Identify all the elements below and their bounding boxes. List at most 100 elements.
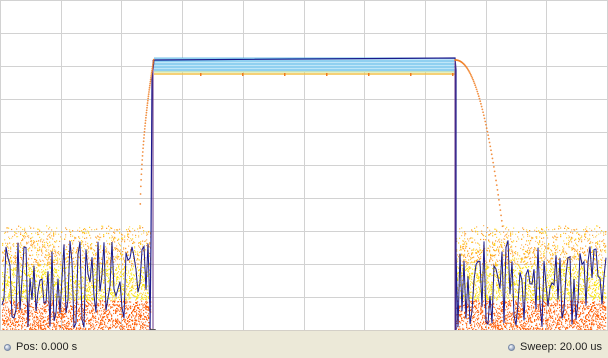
noise-dot [469, 278, 471, 280]
noise-dot [64, 244, 66, 246]
noise-dot [115, 323, 117, 325]
noise-dot [89, 320, 91, 322]
noise-dot [12, 270, 14, 272]
noise-dot [9, 242, 11, 244]
noise-dot [69, 310, 71, 312]
noise-dot [482, 318, 484, 320]
noise-dot [69, 295, 71, 297]
noise-dot [89, 319, 91, 321]
noise-dot [63, 316, 65, 318]
noise-dot [478, 280, 480, 282]
noise-dot [494, 267, 496, 269]
noise-dot [14, 318, 16, 320]
noise-dot [80, 313, 82, 315]
noise-dot [19, 316, 21, 318]
noise-dot [116, 269, 118, 271]
noise-dot [469, 247, 471, 249]
noise-dot [94, 328, 96, 330]
noise-dot [104, 323, 106, 326]
noise-dot [9, 277, 11, 279]
noise-dot [101, 322, 103, 324]
noise-dot [36, 311, 38, 313]
noise-dot [56, 240, 58, 242]
noise-dot [88, 328, 90, 330]
noise-dot [31, 237, 33, 239]
noise-dot [38, 228, 40, 230]
noise-dot [31, 241, 33, 243]
noise-dot [491, 264, 493, 266]
noise-dot [96, 270, 98, 272]
noise-dot [19, 311, 21, 313]
noise-dot [28, 268, 30, 270]
noise-dot [463, 301, 465, 303]
noise-dot [104, 286, 106, 288]
noise-dot [52, 290, 54, 292]
noise-dot [57, 296, 59, 298]
noise-dot [457, 260, 459, 263]
noise-dot [44, 327, 46, 329]
noise-dot [16, 228, 18, 230]
noise-dot [470, 309, 472, 312]
waveform-plot[interactable] [0, 0, 608, 330]
noise-dot [459, 249, 461, 251]
noise-dot [104, 296, 106, 298]
noise-dot [132, 323, 134, 325]
noise-dot [476, 252, 478, 254]
noise-dot [473, 249, 475, 251]
noise-dot [469, 238, 471, 240]
noise-dot [85, 321, 87, 323]
noise-dot [101, 228, 103, 230]
noise-dot [479, 276, 481, 278]
noise-dot [23, 235, 25, 237]
noise-dot [142, 285, 144, 287]
noise-dot [57, 312, 59, 314]
noise-dot [115, 310, 117, 312]
noise-dot [110, 326, 112, 329]
noise-dot [123, 327, 125, 329]
noise-dot [98, 305, 100, 307]
noise-dot [136, 268, 138, 270]
noise-dot [483, 300, 485, 302]
noise-dot [18, 311, 20, 313]
noise-dot [74, 314, 76, 316]
noise-dot [21, 257, 23, 259]
noise-dot [54, 314, 56, 317]
noise-dot [484, 317, 486, 319]
noise-dot [68, 311, 70, 314]
noise-dot [467, 273, 469, 276]
noise-dot [66, 286, 68, 288]
noise-dot [55, 256, 57, 258]
noise-dot [57, 311, 59, 313]
noise-dot [63, 270, 65, 272]
noise-dot [496, 320, 498, 322]
noise-dot [73, 251, 75, 253]
noise-dot [32, 245, 34, 247]
noise-dot [54, 285, 56, 287]
noise-dot [46, 311, 48, 313]
noise-dot [7, 243, 9, 245]
noise-dot [86, 284, 88, 286]
noise-dot [109, 268, 111, 270]
noise-dot [8, 308, 10, 310]
noise-dot [145, 301, 147, 303]
noise-dot [134, 323, 136, 325]
noise-dot [494, 256, 496, 258]
noise-dot [7, 268, 9, 270]
noise-dot [3, 307, 5, 309]
noise-dot [125, 307, 127, 310]
noise-dot [88, 294, 90, 296]
noise-dot [477, 321, 479, 324]
noise-dot [3, 321, 5, 323]
noise-dot [71, 308, 73, 311]
noise-dot [89, 270, 91, 272]
noise-dot [39, 311, 41, 313]
noise-dot [142, 326, 144, 328]
noise-dot [45, 303, 47, 305]
noise-dot [90, 280, 92, 282]
noise-dot [490, 284, 492, 286]
noise-dot [84, 257, 86, 260]
noise-dot [146, 296, 148, 298]
noise-dot [466, 318, 468, 320]
noise-dot [481, 319, 483, 321]
noise-dot [49, 267, 51, 269]
